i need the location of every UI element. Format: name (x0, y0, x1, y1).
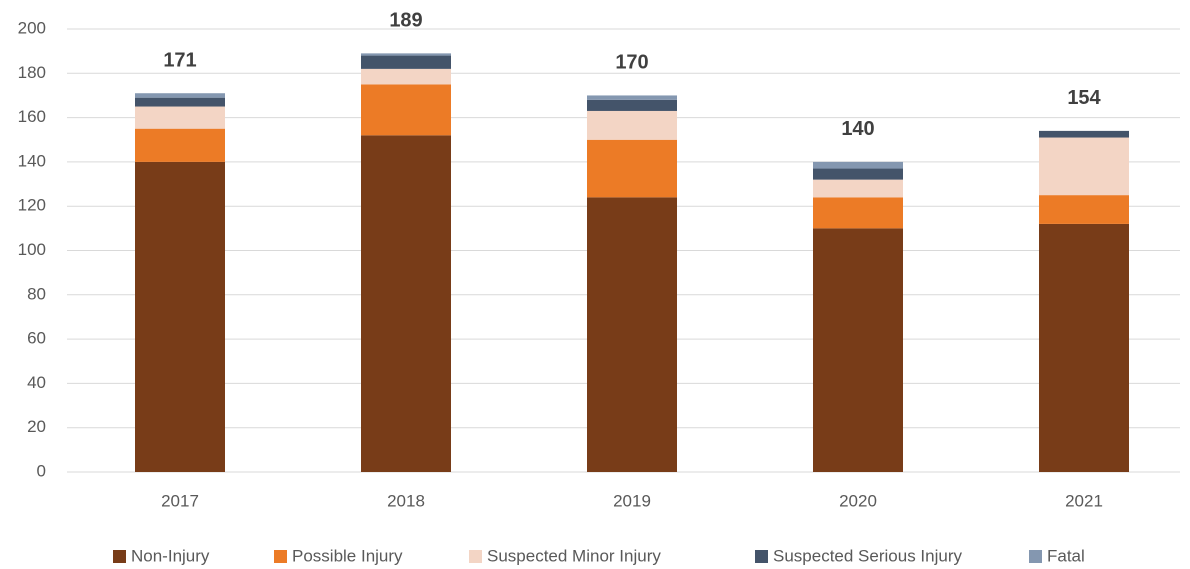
bar-segment (361, 55, 451, 69)
legend-swatch (113, 550, 126, 563)
bar-segment (813, 161, 903, 169)
total-label: 189 (389, 10, 422, 32)
bar-segment (587, 139, 677, 198)
bar-segment (135, 161, 225, 472)
bar-segment (813, 168, 903, 180)
bar-segment (813, 228, 903, 472)
bar-segment (135, 93, 225, 98)
total-label: 170 (615, 52, 648, 74)
bar-segment (135, 106, 225, 129)
bar-segment (1039, 195, 1129, 224)
bar-segment (135, 97, 225, 107)
y-tick-label: 80 (27, 284, 46, 303)
legend-label: Suspected Minor Injury (487, 546, 661, 565)
y-tick-label: 140 (18, 151, 46, 170)
x-tick-label: 2020 (839, 491, 877, 510)
y-tick-label: 40 (27, 373, 46, 392)
legend-label: Non-Injury (131, 546, 210, 565)
y-tick-label: 120 (18, 196, 46, 215)
total-label: 171 (163, 50, 196, 72)
bar-segment (1039, 130, 1129, 138)
bar-segment (361, 135, 451, 472)
legend-label: Suspected Serious Injury (773, 546, 962, 565)
legend-swatch (755, 550, 768, 563)
x-tick-label: 2018 (387, 491, 425, 510)
total-label: 154 (1067, 87, 1101, 109)
bar-segment (1039, 223, 1129, 472)
bar-segment (587, 95, 677, 100)
bar-segment (135, 128, 225, 162)
x-tick-label: 2019 (613, 491, 651, 510)
bar-segment (361, 84, 451, 136)
bar-segment (1039, 137, 1129, 196)
legend-label: Fatal (1047, 546, 1085, 565)
legend-swatch (469, 550, 482, 563)
x-tick-label: 2017 (161, 491, 199, 510)
total-label: 140 (841, 118, 874, 140)
y-tick-label: 200 (18, 18, 46, 37)
bar-segment (587, 197, 677, 472)
bar-segment (361, 68, 451, 85)
y-tick-label: 180 (18, 63, 46, 82)
legend-swatch (1029, 550, 1042, 563)
y-tick-label: 0 (37, 461, 46, 480)
x-tick-label: 2021 (1065, 491, 1103, 510)
y-tick-label: 60 (27, 329, 46, 348)
bar-segment (813, 179, 903, 198)
y-tick-label: 100 (18, 240, 46, 259)
legend-swatch (274, 550, 287, 563)
y-tick-label: 20 (27, 417, 46, 436)
y-tick-label: 160 (18, 107, 46, 126)
bar-segment (813, 197, 903, 229)
legend-label: Possible Injury (292, 546, 403, 565)
bar-segment (587, 99, 677, 111)
bar-segment (587, 110, 677, 140)
bar-segment (361, 53, 451, 56)
